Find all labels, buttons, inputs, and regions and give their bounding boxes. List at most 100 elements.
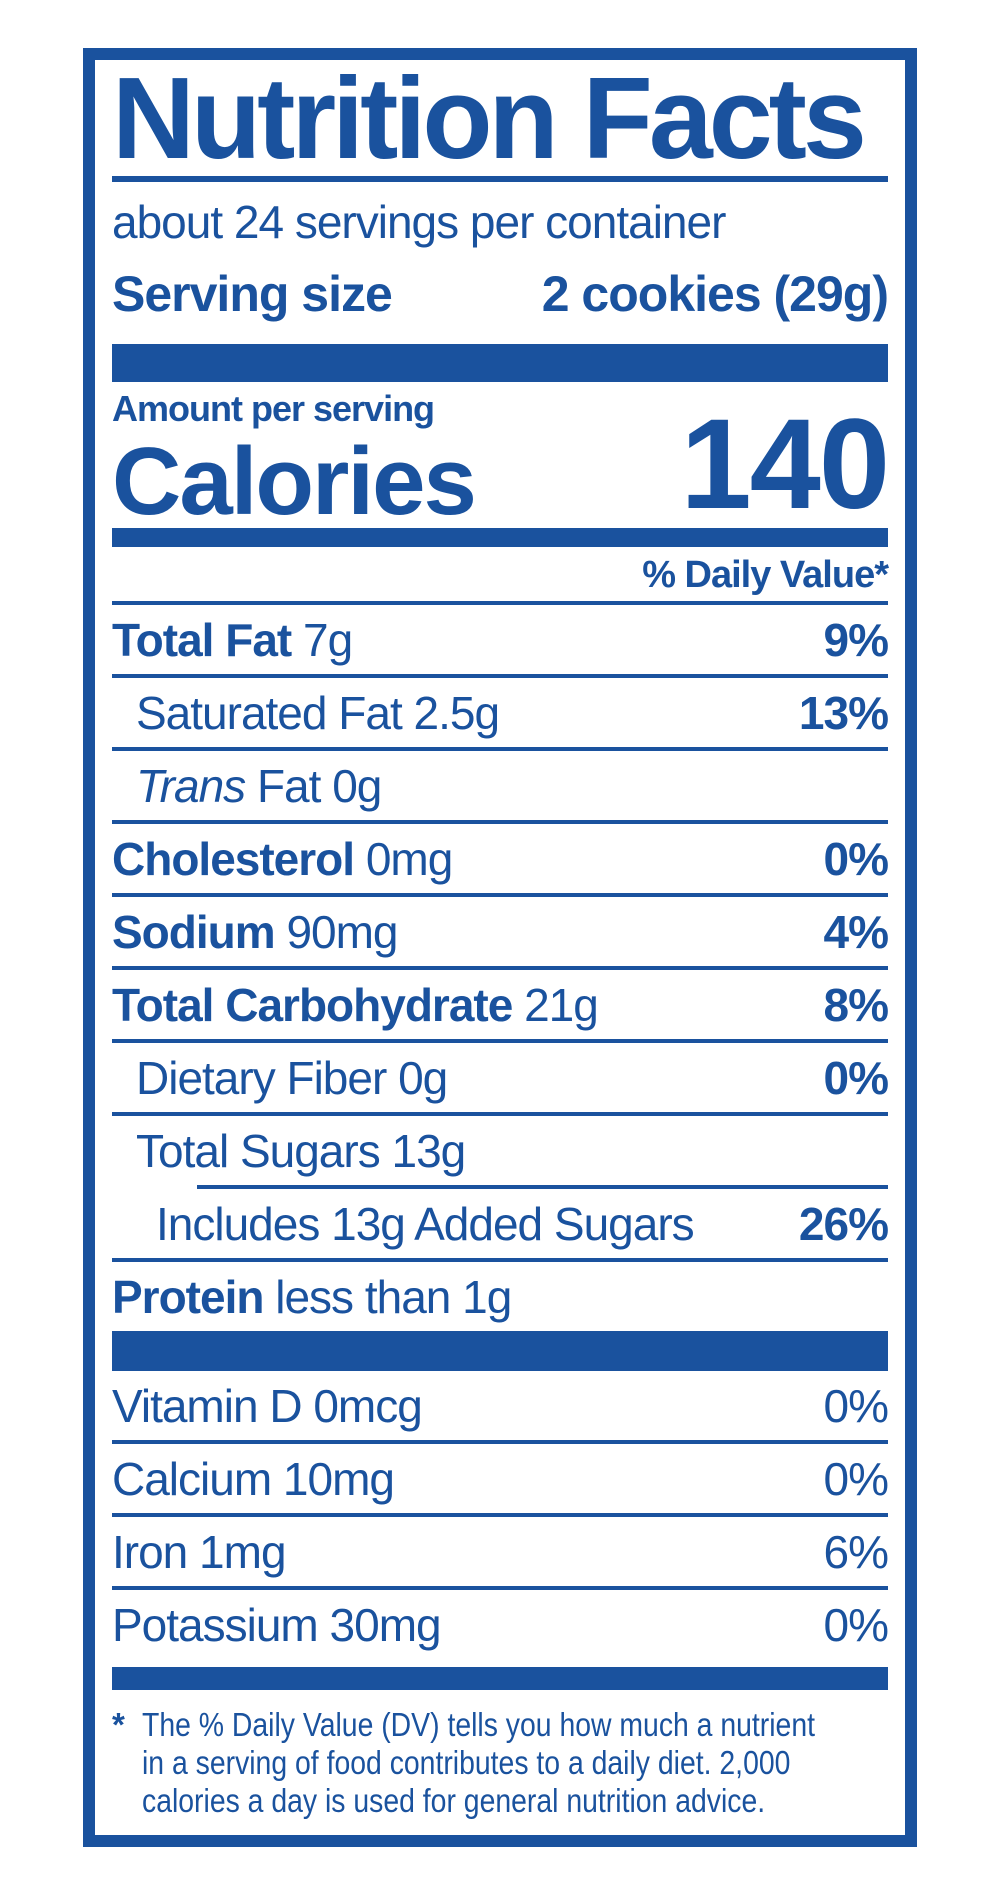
vitamin-rows: Vitamin D 0mcg 0% Calcium 10mg 0% Iron 1mg 6%… — [112, 1371, 889, 1659]
medium-bar-after-calories — [112, 528, 888, 547]
nutrient-row: Includes 13g Added Sugars 26% — [112, 1189, 889, 1258]
nutrient-name-and-amount: Iron 1mg — [112, 1525, 287, 1579]
nutrient-name: Cholesterol — [112, 832, 355, 885]
nutrient-amount: Fat 0g — [245, 759, 382, 812]
nutrient-amount: 7g — [291, 613, 353, 666]
nutrient-name: Sodium — [112, 905, 276, 958]
row-divider — [112, 893, 888, 897]
nutrient-amount: 2.5g — [401, 686, 500, 739]
nutrient-amount: less than 1g — [263, 1270, 512, 1323]
servings-per-container: about 24 servings per container — [112, 196, 726, 248]
nutrient-daily-value: 8% — [823, 978, 889, 1031]
nutrient-row: Cholesterol 0mg 0% — [112, 824, 889, 893]
nutrient-amount: 1mg — [187, 1525, 287, 1578]
nutrient-name: Dietary Fiber — [136, 1051, 387, 1104]
vitamin-row: Iron 1mg 6% — [112, 1517, 889, 1586]
nutrient-row: Trans Fat 0g — [112, 751, 888, 820]
nutrient-row: Dietary Fiber 0g 0% — [112, 1043, 889, 1112]
title-divider — [112, 176, 888, 182]
daily-value-divider — [112, 601, 888, 605]
nutrient-daily-value: 0% — [823, 1051, 889, 1104]
calories-label: Calories — [112, 428, 477, 535]
footnote-line: in a serving of food contributes to a da… — [142, 1744, 791, 1781]
nutrient-row: Total Carbohydrate 21g 8% — [112, 970, 889, 1039]
nutrient-amount: 90mg — [274, 905, 398, 958]
label-title: Nutrition Facts — [112, 53, 867, 183]
row-divider — [112, 747, 888, 751]
nutrient-name-and-amount: Potassium 30mg — [112, 1598, 442, 1652]
nutrient-name-and-amount: Cholesterol 0mg — [112, 832, 454, 886]
bar-before-footnote — [112, 1667, 888, 1690]
nutrient-name: Total Sugars — [136, 1124, 381, 1177]
thick-bar-after-serving — [112, 344, 888, 382]
nutrient-name: Saturated Fat — [136, 686, 403, 739]
calories-value: 140 — [680, 393, 890, 536]
serving-size-row: Serving size 2 cookies (29g) — [112, 264, 889, 324]
nutrient-name-and-amount: Includes 13g Added Sugars — [156, 1197, 695, 1251]
nutrient-daily-value: 9% — [823, 613, 889, 666]
row-divider — [112, 674, 888, 678]
nutrient-amount: 30mg — [317, 1598, 442, 1651]
nutrient-name: Total Fat — [112, 613, 292, 666]
nutrient-name-and-amount: Total Sugars 13g — [136, 1124, 466, 1178]
nutrient-daily-value: 0% — [823, 832, 889, 885]
nutrient-daily-value: 0% — [823, 1598, 889, 1651]
nutrient-name-and-amount: Protein less than 1g — [112, 1270, 512, 1324]
nutrient-daily-value: 26% — [798, 1197, 889, 1250]
nutrient-row: Saturated Fat 2.5g 13% — [112, 678, 889, 747]
nutrient-amount: 13g — [379, 1124, 466, 1177]
footnote-line: calories a day is used for general nutri… — [142, 1782, 766, 1819]
nutrient-row: Total Sugars 13g — [112, 1116, 888, 1185]
row-divider — [112, 1258, 888, 1262]
row-divider — [112, 966, 888, 970]
row-divider — [112, 1112, 888, 1116]
nutrient-name: Includes 13g Added Sugars — [156, 1197, 695, 1250]
nutrient-row: Protein less than 1g — [112, 1262, 888, 1331]
nutrient-name-and-amount: Total Fat 7g — [112, 613, 353, 667]
nutrient-rows: Total Fat 7g 9% Saturated Fat 2.5g 13% Trans… — [112, 605, 889, 1331]
nutrient-name-and-amount: Sodium 90mg — [112, 905, 399, 959]
nutrient-row: Total Fat 7g 9% — [112, 605, 889, 674]
vitamin-row: Calcium 10mg 0% — [112, 1444, 889, 1513]
row-divider — [112, 1039, 888, 1043]
nutrient-name: Calcium — [112, 1452, 272, 1505]
serving-size-label: Serving size — [112, 266, 393, 322]
nutrient-name: Total Carbohydrate — [112, 978, 513, 1031]
amount-per-serving-label: Amount per serving — [112, 388, 435, 429]
nutrient-name: Vitamin D — [112, 1379, 303, 1432]
nutrient-name-and-amount: Saturated Fat 2.5g — [136, 686, 500, 740]
nutrient-daily-value: 0% — [823, 1379, 889, 1432]
nutrition-facts-label: Nutrition Facts about 24 servings per co… — [83, 48, 917, 1847]
nutrient-name: Potassium — [112, 1598, 319, 1651]
footnote-lines: The % Daily Value (DV) tells you how muc… — [142, 1706, 816, 1820]
nutrient-name: Trans — [136, 759, 246, 812]
nutrient-amount: 21g — [512, 978, 599, 1031]
row-divider — [112, 1513, 888, 1517]
nutrient-amount: 0mg — [354, 832, 454, 885]
row-divider — [112, 1440, 888, 1444]
nutrient-name-and-amount: Vitamin D 0mcg — [112, 1379, 423, 1433]
vitamin-row: Potassium 30mg 0% — [112, 1590, 889, 1659]
nutrient-name-and-amount: Trans Fat 0g — [136, 759, 382, 813]
serving-size-value: 2 cookies (29g) — [541, 266, 889, 322]
nutrient-daily-value: 0% — [823, 1452, 889, 1505]
footnote-asterisk: * — [112, 1706, 125, 1743]
footnote-line: The % Daily Value (DV) tells you how muc… — [142, 1706, 816, 1743]
calories-block: Amount per serving Calories 140 — [112, 382, 890, 536]
footnote: * The % Daily Value (DV) tells you how m… — [112, 1706, 888, 1820]
nutrient-name: Iron — [112, 1525, 188, 1578]
row-divider — [112, 820, 888, 824]
nutrient-amount: 0mcg — [301, 1379, 423, 1432]
nutrient-name-and-amount: Total Carbohydrate 21g — [112, 978, 599, 1032]
daily-value-header: % Daily Value* — [642, 554, 889, 596]
nutrient-amount: 10mg — [271, 1452, 395, 1505]
nutrient-row: Sodium 90mg 4% — [112, 897, 889, 966]
nutrient-name-and-amount: Calcium 10mg — [112, 1452, 395, 1506]
vitamin-row: Vitamin D 0mcg 0% — [112, 1371, 889, 1440]
nutrient-name: Protein — [112, 1270, 264, 1323]
thick-bar-before-vitamins — [112, 1331, 888, 1371]
nutrient-name-and-amount: Dietary Fiber 0g — [136, 1051, 448, 1105]
row-divider — [112, 1586, 888, 1590]
row-divider — [197, 1185, 888, 1189]
